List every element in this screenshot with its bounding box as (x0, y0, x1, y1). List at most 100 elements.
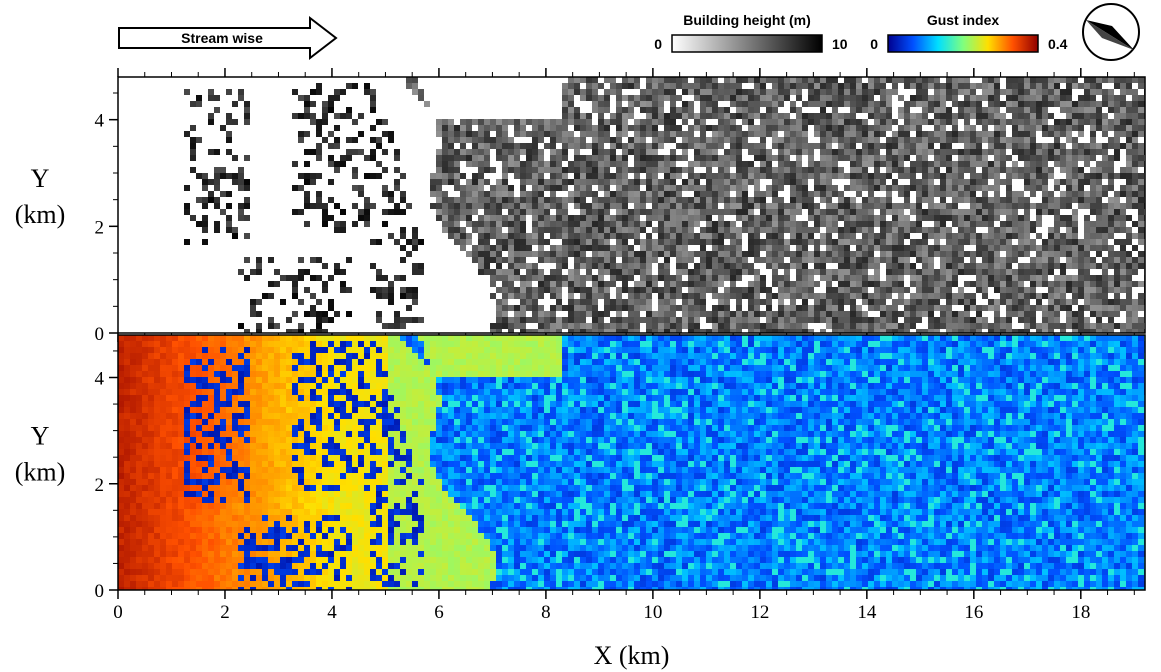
map-cell (478, 161, 484, 167)
map-cell (1066, 155, 1072, 161)
map-cell (862, 197, 868, 203)
map-cell (634, 281, 640, 287)
map-cell (652, 281, 658, 287)
map-cell (688, 257, 694, 263)
map-cell (1072, 95, 1078, 101)
map-cell (694, 227, 700, 233)
map-cell (544, 149, 550, 155)
map-cell (868, 317, 874, 323)
map-cell (472, 155, 478, 161)
map-cell (712, 275, 718, 281)
map-cell (700, 191, 706, 197)
map-cell (928, 287, 934, 293)
map-cell (616, 227, 622, 233)
map-cell (598, 155, 604, 161)
map-cell (574, 203, 580, 209)
map-cell (1066, 101, 1072, 107)
map-cell (688, 263, 694, 269)
map-cell (1072, 269, 1078, 275)
map-cell (1060, 275, 1066, 281)
map-cell (994, 317, 1000, 323)
map-cell (682, 263, 688, 269)
map-cell (868, 191, 874, 197)
map-cell (802, 293, 808, 299)
map-cell (466, 119, 472, 125)
map-cell (568, 155, 574, 161)
map-cell (820, 323, 826, 329)
map-cell (1108, 251, 1114, 257)
map-cell (754, 245, 760, 251)
map-cell (934, 239, 940, 245)
map-cell (814, 185, 820, 191)
map-cell (784, 137, 790, 143)
map-cell (676, 323, 682, 329)
map-cell (550, 185, 556, 191)
map-cell (304, 191, 310, 197)
map-cell (508, 317, 514, 323)
map-cell (772, 155, 778, 161)
map-cell (562, 323, 568, 329)
map-cell (958, 113, 964, 119)
map-cell (490, 233, 496, 239)
map-cell (694, 269, 700, 275)
map-cell (622, 281, 628, 287)
map-cell (820, 251, 826, 257)
map-cell (1042, 101, 1048, 107)
map-cell (916, 107, 922, 113)
map-cell (1006, 203, 1012, 209)
map-cell (1078, 281, 1084, 287)
map-cell (214, 149, 220, 155)
map-cell (862, 281, 868, 287)
map-cell (538, 185, 544, 191)
map-cell (736, 293, 742, 299)
map-cell (598, 137, 604, 143)
map-cell (778, 263, 784, 269)
map-cell (970, 317, 976, 323)
map-cell (940, 149, 946, 155)
map-cell (706, 233, 712, 239)
map-cell (886, 311, 892, 317)
map-cell (784, 77, 790, 83)
map-cell (964, 101, 970, 107)
map-cell (448, 149, 454, 155)
map-cell (892, 89, 898, 95)
map-cell (814, 113, 820, 119)
map-cell (1078, 95, 1084, 101)
map-cell (874, 275, 880, 281)
map-cell (1012, 221, 1018, 227)
map-cell (586, 215, 592, 221)
map-cell (646, 209, 652, 215)
map-cell (706, 89, 712, 95)
map-cell (526, 269, 532, 275)
map-cell (736, 299, 742, 305)
map-cell (700, 317, 706, 323)
map-cell (766, 179, 772, 185)
map-cell (496, 299, 502, 305)
map-cell (754, 305, 760, 311)
map-cell (988, 281, 994, 287)
map-cell (334, 137, 340, 143)
map-cell (1054, 155, 1060, 161)
map-cell (910, 293, 916, 299)
map-cell (400, 197, 406, 203)
map-cell (748, 125, 754, 131)
map-cell (568, 167, 574, 173)
map-cell (538, 323, 544, 329)
map-cell (586, 317, 592, 323)
map-cell (268, 323, 274, 329)
map-cell (868, 311, 874, 317)
map-cell (1102, 287, 1108, 293)
map-cell (874, 83, 880, 89)
map-cell (874, 299, 880, 305)
map-cell (460, 173, 466, 179)
map-cell (652, 161, 658, 167)
map-cell (982, 245, 988, 251)
map-cell (826, 83, 832, 89)
map-cell (472, 191, 478, 197)
map-cell (658, 305, 664, 311)
map-cell (964, 119, 970, 125)
map-cell (886, 281, 892, 287)
map-cell (946, 245, 952, 251)
map-cell (682, 257, 688, 263)
map-cell (1060, 101, 1066, 107)
